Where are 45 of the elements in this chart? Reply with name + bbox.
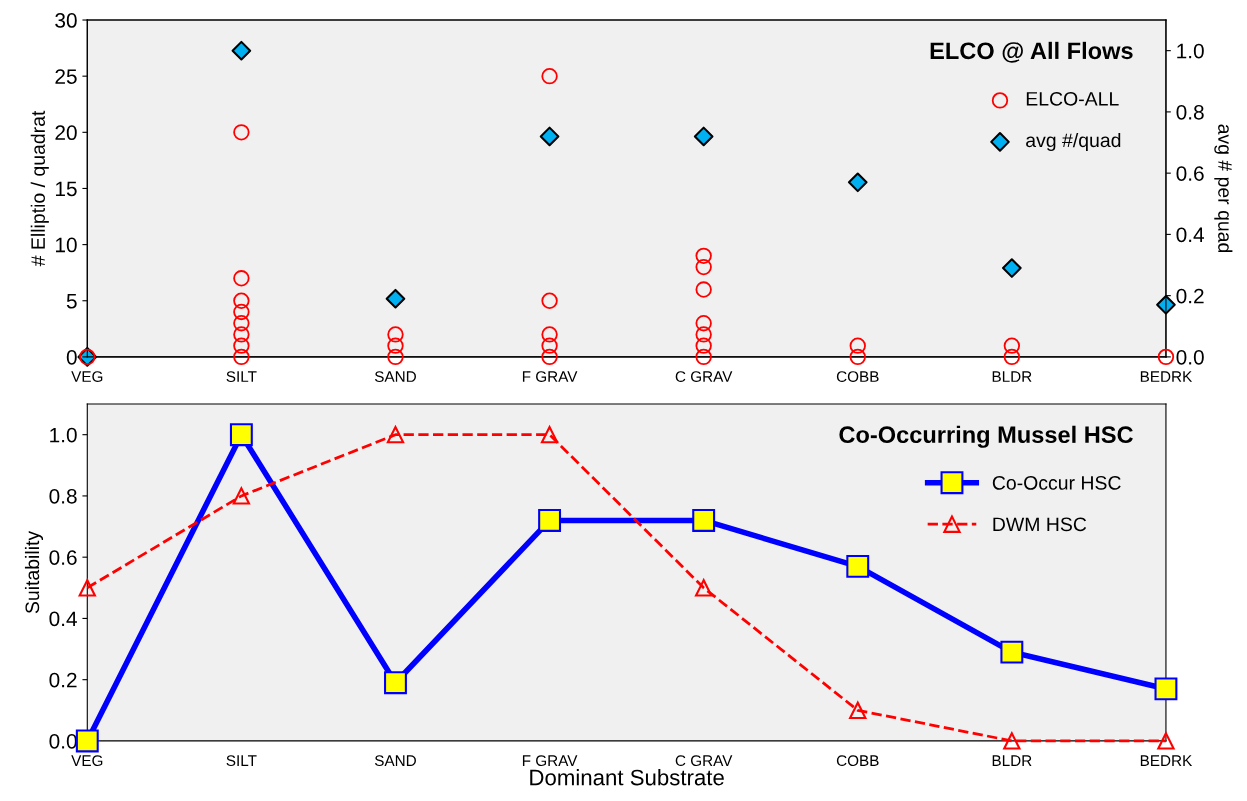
legend-label: avg #/quad [1026,132,1121,152]
x-tick-label: C GRAV [675,371,733,383]
y-tick-label: 25 [55,69,77,84]
text: Co-Occurring Mussel HSC [839,425,1133,448]
legend-label: DWM HSC [993,517,1087,532]
y-tick-label: 15 [55,181,77,197]
legend-label: ELCO-ALL [1026,91,1119,106]
x-tick-label: SILT [226,371,257,383]
y-tick-label: 30 [55,13,77,28]
y-tick-label: 5 [66,293,77,309]
text: ELCO @ All Flows [930,41,1133,63]
y2-tick-label: 0.0 [1176,349,1204,365]
y-tick-label: 1.0 [50,427,77,443]
legend-label: Co-Occur HSC [992,475,1121,490]
x-tick-label: F GRAV [522,371,578,383]
x-tick-label: COBB [836,755,879,767]
x-tick-label: VEG [71,371,103,383]
x-tick-label: F GRAV [522,755,578,767]
y-tick-label: 0 [66,349,77,365]
x-tick-label: BLDR [992,371,1032,382]
y-tick-label: 20 [55,125,77,141]
x-tick-label: C GRAV [675,755,733,767]
x-tick-label: VEG [71,755,103,767]
y2-tick-label: 0.8 [1176,104,1204,120]
y-tick-label: 0.8 [49,488,77,504]
x-tick-label: BLDR [992,755,1032,766]
x-tick-label: BEDRK [1140,371,1193,382]
y-tick-label: 0.2 [49,672,77,688]
y2-axis-title: avg # per quad [1214,124,1233,253]
y-tick-label: 0.6 [49,550,77,565]
x-tick-label: BEDRK [1140,755,1193,766]
y2-tick-label: 0.2 [1176,288,1204,304]
y2-tick-label: 0.6 [1176,166,1204,181]
y-tick-label: 10 [55,237,77,253]
y-axis-title: Suitability [24,530,44,614]
y-tick-label: 0.4 [49,611,77,627]
x-axis-title: Dominant Substrate [530,769,724,786]
y-tick-label: 0.0 [49,733,77,749]
x-tick-label: SILT [226,755,257,767]
x-tick-label: SAND [374,755,416,767]
x-tick-label: SAND [374,371,416,383]
y-axis-title: # Elliptio / quadrat [30,110,49,267]
y2-tick-label: 0.4 [1176,227,1205,243]
x-tick-label: COBB [836,371,879,383]
y2-tick-label: 1.0 [1177,43,1204,59]
